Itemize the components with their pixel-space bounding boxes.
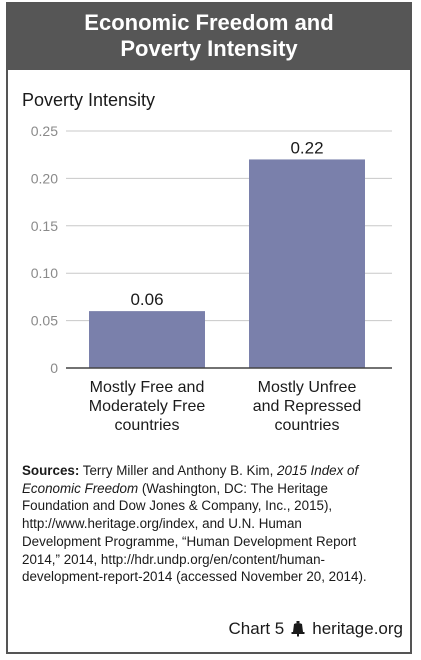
chart-title-line-1: Economic Freedom and xyxy=(84,10,334,35)
bar-value-label: 0.06 xyxy=(130,290,163,309)
y-tick-label: 0.25 xyxy=(31,123,58,139)
liberty-bell-icon xyxy=(290,621,306,637)
bar xyxy=(89,311,205,368)
bar xyxy=(249,159,365,368)
site-link[interactable]: heritage.org xyxy=(312,619,403,638)
x-category-label-line: Moderately Free xyxy=(88,398,206,415)
y-tick-label: 0 xyxy=(50,360,58,376)
x-category-label-line: Mostly Free and xyxy=(89,379,205,396)
bars xyxy=(89,159,365,368)
sources-publication-title: 2015 Index of Economic Freedom xyxy=(22,463,359,496)
y-axis-label: Poverty Intensity xyxy=(22,90,156,110)
chart-number: Chart 5 xyxy=(228,619,285,638)
y-tick-label: 0.15 xyxy=(31,218,58,234)
x-category-label-line: and Repressed xyxy=(252,398,362,415)
x-category-label-line: Mostly Unfree xyxy=(257,379,357,396)
chart-title-line-2: Poverty Intensity xyxy=(120,36,298,61)
x-category-label: Mostly Unfree and Repressed countries xyxy=(227,378,387,435)
sources-text-1: Terry Miller and Anthony B. Kim, xyxy=(79,463,278,478)
sources-label: Sources: xyxy=(22,463,80,478)
title-banner: Economic Freedom and Poverty Intensity xyxy=(8,4,410,70)
chart-footer: Chart 5 heritage.org xyxy=(229,619,403,639)
y-tick-labels: 0 0.05 0.10 0.15 0.20 0.25 xyxy=(31,123,58,376)
y-tick-label: 0.05 xyxy=(31,313,58,329)
x-category-label-line: countries xyxy=(114,417,180,434)
x-category-label-line: countries xyxy=(274,417,340,434)
y-tick-label: 0.20 xyxy=(31,170,58,186)
sources-note: Sources: Terry Miller and Anthony B. Kim… xyxy=(22,462,382,586)
bar-chart: 0 0.05 0.10 0.15 0.20 0.25 0.06 0.22 xyxy=(31,123,392,376)
bar-value-label: 0.22 xyxy=(290,138,323,157)
y-tick-label: 0.10 xyxy=(31,265,58,281)
x-category-label: Mostly Free and Moderately Free countries xyxy=(67,378,227,435)
bar-value-labels: 0.06 0.22 xyxy=(130,138,323,309)
sources-text-2: (Washington, DC: The Heritage Foundation… xyxy=(22,480,367,585)
